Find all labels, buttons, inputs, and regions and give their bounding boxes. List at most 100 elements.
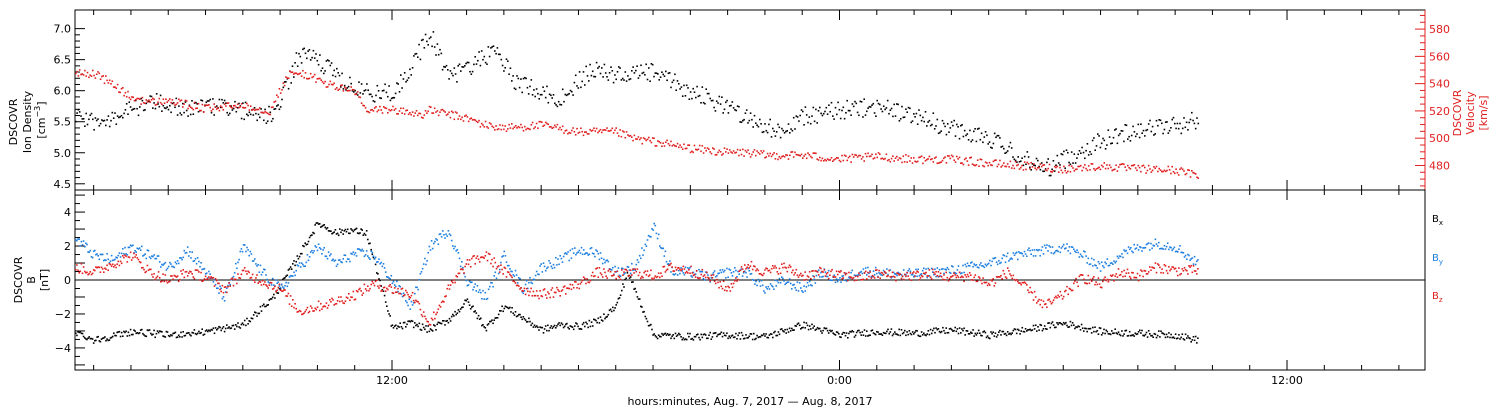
data-point-by xyxy=(77,238,79,240)
data-point-density xyxy=(170,111,172,114)
data-point-bz xyxy=(911,272,914,274)
data-point-by xyxy=(443,234,445,236)
data-point-density xyxy=(478,51,480,53)
data-point-by xyxy=(122,248,124,250)
data-point-bx xyxy=(256,315,258,317)
data-point-bx xyxy=(411,320,414,323)
data-point-bz xyxy=(885,272,887,274)
data-point-density xyxy=(571,90,573,93)
data-point-bz xyxy=(1155,271,1158,274)
data-point-bx xyxy=(914,331,916,334)
data-point-density xyxy=(362,93,364,95)
data-point-velocity xyxy=(1073,170,1076,172)
data-point-velocity xyxy=(738,154,740,157)
data-point-by xyxy=(447,230,450,232)
data-point-velocity xyxy=(688,144,691,146)
data-point-bz xyxy=(878,269,880,272)
data-point-by xyxy=(377,261,379,263)
data-point-bx xyxy=(1018,329,1020,332)
data-point-velocity xyxy=(751,153,753,156)
data-point-velocity xyxy=(422,117,424,119)
data-point-bz xyxy=(1032,299,1035,301)
data-point-bx xyxy=(81,332,84,335)
data-point-velocity xyxy=(953,159,955,161)
data-point-bz xyxy=(78,272,80,274)
data-point-bz xyxy=(558,290,560,293)
data-point-bz xyxy=(699,277,701,279)
data-point-bz xyxy=(822,271,824,273)
data-point-bx xyxy=(277,292,280,294)
data-point-bx xyxy=(1104,332,1106,335)
data-point-density xyxy=(602,76,604,78)
data-point-by xyxy=(731,275,734,277)
data-point-velocity xyxy=(1020,166,1022,169)
data-point-by xyxy=(1074,250,1076,252)
data-point-density xyxy=(906,111,908,113)
data-point-bz xyxy=(888,269,890,272)
data-point-by xyxy=(987,262,990,265)
data-point-bx xyxy=(1152,336,1154,338)
data-point-bz xyxy=(1021,281,1024,284)
data-point-bx xyxy=(399,322,401,324)
data-point-bx xyxy=(728,335,730,337)
data-point-density xyxy=(176,114,179,116)
data-point-velocity xyxy=(1170,172,1172,175)
data-point-bz xyxy=(1068,287,1071,290)
data-point-density xyxy=(1102,137,1104,140)
data-point-density xyxy=(683,84,685,87)
data-point-bx xyxy=(406,323,408,326)
data-point-by xyxy=(974,264,977,267)
data-point-density xyxy=(812,106,815,109)
data-point-bz xyxy=(144,271,146,274)
data-point-bz xyxy=(223,286,226,288)
data-point-velocity xyxy=(75,72,77,75)
data-point-bz xyxy=(120,262,123,265)
data-point-bx xyxy=(956,328,959,330)
data-point-density xyxy=(187,115,189,117)
data-point-bz xyxy=(1161,268,1163,270)
data-point-velocity xyxy=(670,140,672,143)
data-point-bz xyxy=(960,276,962,279)
data-point-velocity xyxy=(744,149,747,152)
data-point-bx xyxy=(947,331,950,334)
data-point-velocity xyxy=(355,93,358,95)
data-point-density xyxy=(789,132,791,134)
data-point-by xyxy=(1180,251,1182,254)
data-point-bx xyxy=(377,273,379,275)
data-point-density xyxy=(965,134,967,137)
data-point-by xyxy=(591,252,594,255)
data-point-density xyxy=(385,91,388,94)
data-point-by xyxy=(436,239,438,241)
data-point-density xyxy=(1171,118,1173,121)
data-point-density xyxy=(1189,118,1192,121)
data-point-velocity xyxy=(372,110,375,112)
data-point-by xyxy=(1102,265,1104,267)
data-point-by xyxy=(1123,249,1125,251)
data-point-bz xyxy=(154,278,156,281)
data-point-by xyxy=(933,273,935,276)
data-point-velocity xyxy=(1125,169,1128,172)
data-point-bz xyxy=(910,279,913,281)
data-point-bx xyxy=(130,333,133,336)
data-point-density xyxy=(358,81,360,83)
data-point-velocity xyxy=(473,118,475,121)
data-point-density xyxy=(620,79,623,81)
data-point-density xyxy=(940,130,942,132)
data-point-by xyxy=(563,252,566,255)
data-point-density xyxy=(244,101,247,104)
data-point-bx xyxy=(259,305,262,308)
data-point-density xyxy=(1107,129,1110,131)
data-point-bz xyxy=(636,268,639,270)
data-point-velocity xyxy=(210,110,213,112)
data-point-velocity xyxy=(658,140,660,143)
data-point-bz xyxy=(211,277,214,279)
data-point-velocity xyxy=(413,115,415,117)
data-point-by xyxy=(1181,251,1184,254)
data-point-density xyxy=(616,71,619,73)
data-point-by xyxy=(1146,242,1149,245)
data-point-bx xyxy=(216,329,218,331)
data-point-bz xyxy=(84,270,86,273)
data-point-bz xyxy=(537,295,539,297)
data-point-bx xyxy=(529,320,531,323)
data-point-by xyxy=(717,272,719,275)
